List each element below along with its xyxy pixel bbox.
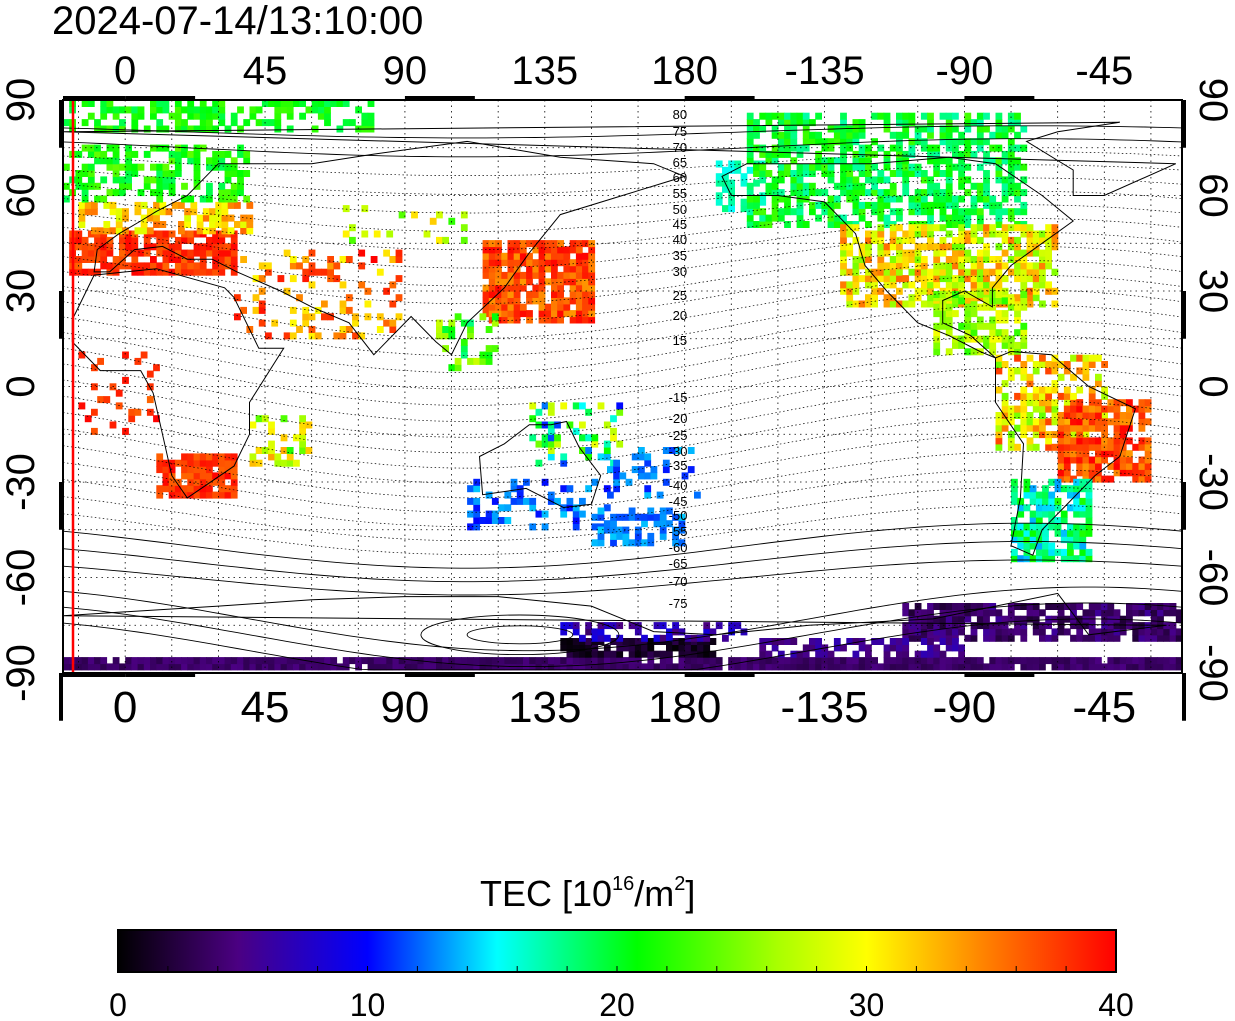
contour-label: 50 bbox=[673, 202, 687, 217]
contour-label: 55 bbox=[673, 186, 687, 201]
contour-label: 75 bbox=[673, 124, 687, 139]
contour-label: 80 bbox=[673, 107, 687, 122]
lon-tick-label: -90 bbox=[936, 49, 994, 93]
tec-data-layer bbox=[63, 100, 1182, 671]
lat-tick-label: -30 bbox=[0, 453, 43, 511]
lon-tick-label: 90 bbox=[380, 683, 429, 732]
colorbar bbox=[117, 929, 1117, 973]
contour-label: 40 bbox=[673, 232, 687, 247]
lon-tick-label: 135 bbox=[511, 49, 578, 93]
lon-tick-label: -45 bbox=[1075, 49, 1133, 93]
contour-label: 15 bbox=[673, 333, 687, 348]
contour-label: -50 bbox=[669, 508, 688, 523]
longitude-labels-top: 0 45 90 135 180 -135 -90 -45 bbox=[114, 49, 1133, 93]
lon-tick-label: 45 bbox=[241, 683, 290, 732]
lon-tick-label: 0 bbox=[114, 49, 136, 93]
lat-tick-label: 0 bbox=[1191, 375, 1235, 397]
lon-tick-label: 135 bbox=[508, 683, 581, 732]
lon-tick-label: 90 bbox=[383, 49, 428, 93]
contour-label: -65 bbox=[669, 556, 688, 571]
contour-label: 30 bbox=[673, 264, 687, 279]
lat-tick-label: 90 bbox=[0, 78, 43, 123]
coastlines bbox=[63, 121, 1177, 636]
lon-tick-label: -135 bbox=[781, 683, 869, 732]
contour-label: 35 bbox=[673, 248, 687, 263]
lat-tick-label: 90 bbox=[1191, 78, 1235, 123]
lat-tick-label: 30 bbox=[0, 269, 43, 314]
graticule bbox=[63, 100, 1182, 673]
contour-label: 70 bbox=[673, 140, 687, 155]
contour-label: 65 bbox=[673, 155, 687, 170]
contour-label: -60 bbox=[669, 540, 688, 555]
colorbar-tick-label: 30 bbox=[849, 987, 885, 1021]
contour-label: -45 bbox=[669, 494, 688, 509]
contour-label: -25 bbox=[669, 428, 688, 443]
contour-label: -70 bbox=[669, 574, 688, 589]
lat-tick-label: 0 bbox=[0, 375, 43, 397]
lat-tick-label: -30 bbox=[1191, 453, 1235, 511]
contour-label: 60 bbox=[673, 170, 687, 185]
latitude-labels-left: 90 60 30 0 -30 -60 -90 bbox=[0, 78, 43, 702]
lon-tick-label: -135 bbox=[785, 49, 865, 93]
contour-label: -30 bbox=[669, 444, 688, 459]
lon-tick-label: 180 bbox=[651, 49, 718, 93]
frame-tick-bands bbox=[59, 96, 1186, 721]
colorbar-tick-label: 20 bbox=[599, 987, 635, 1021]
latitude-labels-right: 90 60 30 0 -30 -60 -90 bbox=[1191, 78, 1235, 702]
colorbar-ticks: 0 10 20 30 40 bbox=[109, 966, 1134, 1021]
lon-tick-label: 45 bbox=[243, 49, 288, 93]
lat-tick-label: 60 bbox=[0, 173, 43, 218]
lat-tick-label: 60 bbox=[1191, 173, 1235, 218]
map-title: 2024-07-14/13:10:00 bbox=[52, 0, 423, 43]
contour-label: -40 bbox=[669, 478, 688, 493]
lon-tick-label: 0 bbox=[113, 683, 137, 732]
contour-label: -55 bbox=[669, 524, 688, 539]
map-frame bbox=[62, 99, 1183, 674]
contour-label: 20 bbox=[673, 308, 687, 323]
lon-tick-label: -90 bbox=[933, 683, 997, 732]
contour-label: -15 bbox=[669, 390, 688, 405]
lat-tick-label: 30 bbox=[1191, 269, 1235, 314]
contour-label: 45 bbox=[673, 217, 687, 232]
contour-label: -75 bbox=[669, 596, 688, 611]
magnetic-latitude-contours bbox=[63, 125, 1182, 671]
map-plot-area bbox=[63, 100, 1182, 673]
lon-tick-label: -45 bbox=[1072, 683, 1136, 732]
lat-tick-label: -60 bbox=[0, 549, 43, 607]
colorbar-tick-label: 40 bbox=[1098, 987, 1134, 1021]
colorbar-tick-label: 0 bbox=[109, 987, 127, 1021]
longitude-labels-bottom: 0 45 90 135 180 -135 -90 -45 bbox=[113, 683, 1136, 732]
colorbar-tick-label: 10 bbox=[350, 987, 386, 1021]
colorbar-title: TEC [1016/m2] bbox=[480, 873, 695, 914]
contour-label: -20 bbox=[669, 411, 688, 426]
lat-tick-label: -60 bbox=[1191, 549, 1235, 607]
lat-tick-label: -90 bbox=[1191, 644, 1235, 702]
lat-tick-label: -90 bbox=[0, 644, 43, 702]
contour-label: -35 bbox=[669, 458, 688, 473]
lon-tick-label: 180 bbox=[648, 683, 721, 732]
contour-label: 25 bbox=[673, 288, 687, 303]
